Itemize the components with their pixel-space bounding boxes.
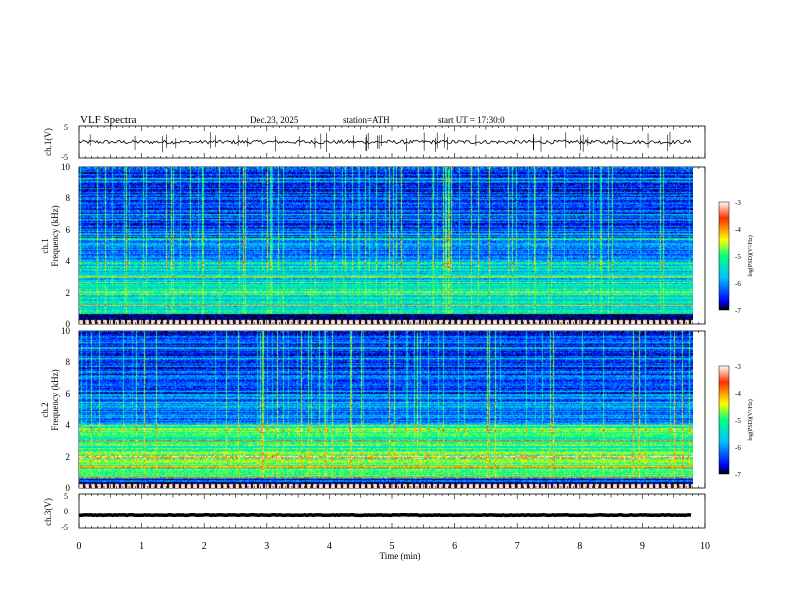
- ch2-spectrogram-panel: 0 2 4 6 8 10 ch.2 Frequency (kHz): [40, 326, 706, 493]
- x-tick-7: 7: [515, 541, 520, 552]
- colorbar-2: -3 -4 -5 -6 -7 log(PSD)(V²/Hz): [718, 363, 754, 479]
- station-label: station=ATH: [343, 115, 390, 125]
- colorbar-2-gradient: [718, 365, 730, 475]
- colorbar-2-tick-m6: -6: [735, 444, 741, 452]
- x-axis-label: Time (min): [380, 551, 421, 561]
- ch1-waveform-spikes: [89, 132, 671, 153]
- ch1-spectro-ylabel: Frequency (kHz): [50, 205, 60, 266]
- colorbar-1-label: log(PSD)(V²/Hz): [747, 235, 754, 276]
- ch1-spectro-ytick-4: 4: [66, 256, 71, 266]
- x-tick-6: 6: [452, 541, 457, 552]
- colorbar-1-tick-m4: -4: [735, 226, 741, 234]
- ch3-waveform-panel: 5 0 -5 ch.3(V): [43, 492, 706, 532]
- colorbar-2-tick-m7: -7: [735, 471, 741, 479]
- x-tick-2: 2: [202, 541, 207, 552]
- ch3-waveform-line: [79, 512, 692, 518]
- x-tick-4: 4: [327, 541, 332, 552]
- x-tick-3: 3: [264, 541, 269, 552]
- colorbar-1-tick-m7: -7: [735, 307, 741, 315]
- ch2-spectro-ytick-4: 4: [66, 420, 71, 430]
- ch2-spectro-ytick-6: 6: [66, 389, 71, 399]
- ch3-waveform-ylabel: ch.3(V): [43, 498, 53, 526]
- ch3-waveform-frame: [78, 493, 706, 529]
- ch2-spectro-ylabel: Frequency (kHz): [50, 369, 60, 430]
- ch2-spectrogram-image: [79, 331, 693, 488]
- x-tick-9: 9: [640, 541, 645, 552]
- ch1-spectro-ytick-2: 2: [66, 288, 71, 298]
- ch2-spectro-ytick-10: 10: [61, 326, 71, 336]
- colorbar-1-tick-m5: -5: [735, 253, 741, 261]
- axis-ticks: [78, 126, 706, 528]
- ch1-waveform-panel: 5 -5 ch.1(V): [43, 123, 706, 162]
- ch2-spectro-ytick-2: 2: [66, 452, 71, 462]
- colorbar-2-tick-m5: -5: [735, 417, 741, 425]
- date-label: Dec.23, 2025: [250, 115, 299, 125]
- ch1-waveform-line: [78, 139, 692, 145]
- colorbar-2-tick-m3: -3: [735, 363, 741, 371]
- x-tick-0: 0: [77, 541, 82, 552]
- ch3-waveform-ytick-bottom: -5: [61, 523, 68, 532]
- start-ut-label: start UT = 17:30:0: [438, 115, 505, 125]
- colorbar-2-label: log(PSD)(V²/Hz): [747, 399, 754, 440]
- ch1-spectro-ytick-8: 8: [66, 193, 71, 203]
- ch1-spectro-ytick-10: 10: [61, 162, 71, 172]
- x-tick-1: 1: [139, 541, 144, 552]
- ch1-waveform-ylabel: ch.1(V): [43, 128, 53, 156]
- x-tick-8: 8: [577, 541, 582, 552]
- ch1-waveform-ytick-bottom: -5: [61, 153, 68, 162]
- ch1-spectrogram-image: [79, 167, 693, 324]
- x-tick-10: 10: [700, 541, 710, 552]
- x-axis: 0 1 2 3 4 5 6 7 8 9 10 Time (min): [77, 541, 711, 561]
- ch3-waveform-ytick-mid: 0: [64, 507, 68, 516]
- ch1-spectro-ytick-6: 6: [66, 225, 71, 235]
- ch2-spectro-ytick-0: 0: [66, 483, 71, 493]
- x-tick-5: 5: [390, 541, 395, 552]
- ch1-spectro-channel-label: ch.1: [40, 238, 50, 253]
- ch1-spectro-ytick-0: 0: [66, 319, 71, 329]
- ch1-spectrogram-panel: 0 2 4 6 8 10 ch.1 Frequency (kHz): [40, 162, 706, 329]
- figure-title: VLF Spectra: [80, 114, 137, 126]
- colorbar-1-gradient: [718, 201, 730, 311]
- ch3-waveform-ytick-top: 5: [64, 492, 68, 501]
- colorbar-1-tick-m3: -3: [735, 199, 741, 207]
- colorbar-1-tick-m6: -6: [735, 280, 741, 288]
- colorbar-2-tick-m4: -4: [735, 390, 741, 398]
- colorbar-1: -3 -4 -5 -6 -7 log(PSD)(V²/Hz): [718, 199, 754, 315]
- ch2-spectro-channel-label: ch.2: [40, 402, 50, 417]
- ch2-spectro-ytick-8: 8: [66, 357, 71, 367]
- ch1-waveform-ytick-top: 5: [64, 123, 68, 132]
